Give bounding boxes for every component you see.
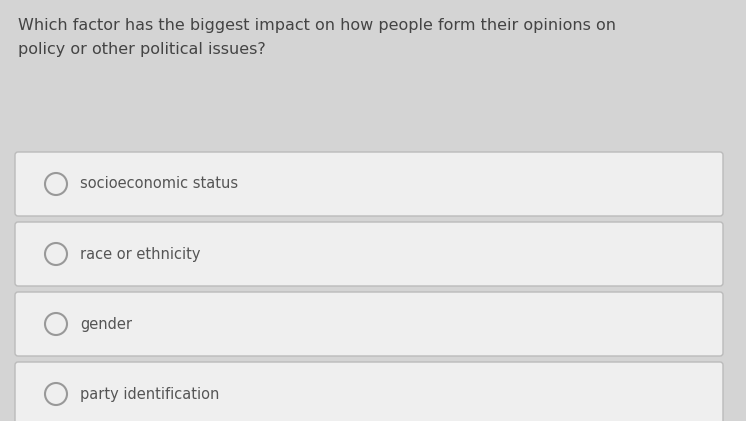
Text: Which factor has the biggest impact on how people form their opinions on: Which factor has the biggest impact on h…: [18, 18, 616, 33]
Ellipse shape: [45, 173, 67, 195]
Ellipse shape: [45, 243, 67, 265]
FancyBboxPatch shape: [15, 362, 723, 421]
Text: socioeconomic status: socioeconomic status: [80, 176, 238, 192]
Text: party identification: party identification: [80, 386, 219, 402]
Ellipse shape: [45, 383, 67, 405]
Text: race or ethnicity: race or ethnicity: [80, 247, 201, 261]
FancyBboxPatch shape: [15, 152, 723, 216]
Text: gender: gender: [80, 317, 132, 331]
FancyBboxPatch shape: [15, 292, 723, 356]
Text: policy or other political issues?: policy or other political issues?: [18, 42, 266, 57]
Ellipse shape: [45, 313, 67, 335]
FancyBboxPatch shape: [15, 222, 723, 286]
